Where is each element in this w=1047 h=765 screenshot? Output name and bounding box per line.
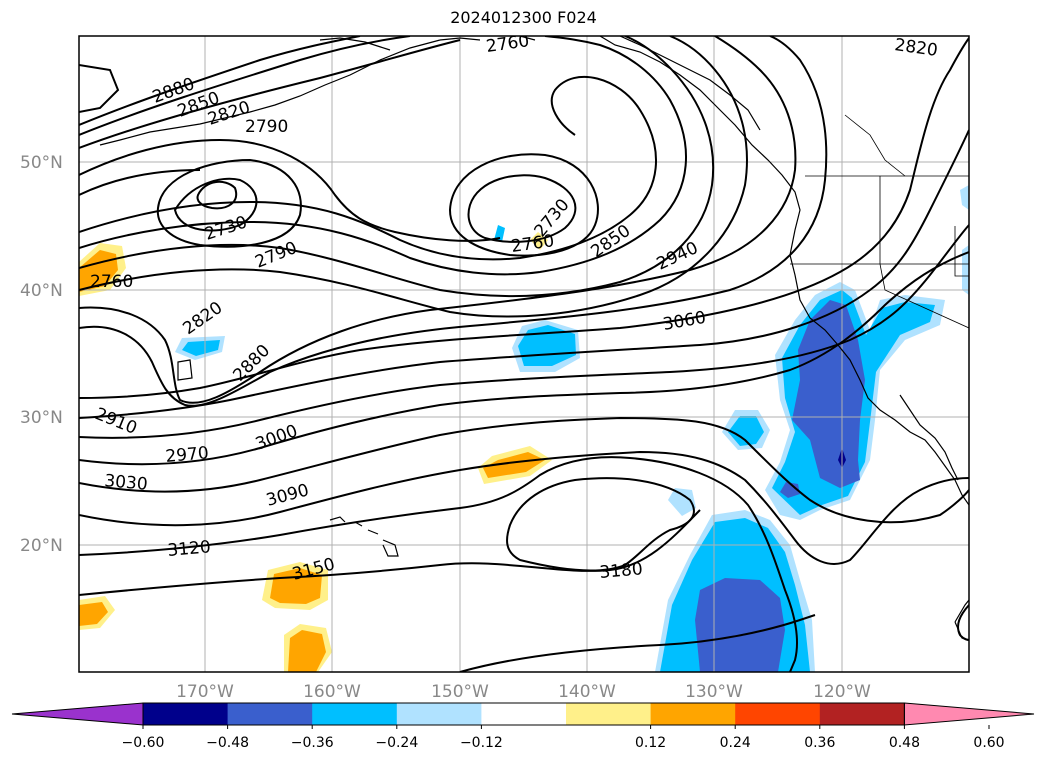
island-outline [177, 359, 193, 381]
contour-line [79, 64, 120, 113]
contour-label: 3180 [599, 559, 644, 583]
contour-line [79, 450, 969, 565]
colorbar-tick-label: −0.60 [122, 735, 165, 751]
contour-line [79, 36, 361, 126]
colorbar-tick-label: −0.24 [375, 735, 418, 751]
anomaly-orange-area [79, 602, 108, 626]
contour-line [448, 153, 599, 257]
contour-label: 3030 [104, 471, 149, 495]
contour-line [79, 416, 969, 524]
contour-line [79, 509, 701, 596]
latitude-label: 30°N [20, 408, 63, 428]
colorbar-tick-label: 0.48 [889, 735, 920, 751]
contour-line [79, 169, 201, 196]
colorbar-segment [566, 703, 652, 725]
map-frame [78, 35, 970, 673]
colorbar-segment [481, 703, 567, 725]
colorbar-segment [819, 703, 905, 725]
colorbar-tick-label: −0.48 [206, 735, 249, 751]
anomaly-dark-blue-area [695, 578, 785, 672]
colorbar-segment [312, 703, 398, 725]
colorbar-tick-label: 0.36 [804, 735, 835, 751]
contour-line [79, 36, 797, 404]
height-contours [79, 36, 969, 672]
contour-line [156, 158, 302, 248]
contour-line [79, 456, 798, 672]
colorbar-tick-label: 0.60 [973, 735, 1004, 751]
anomaly-light-blue-area [960, 185, 969, 210]
anomaly-orange-area [288, 630, 326, 672]
anomaly-dark-blue-area [792, 300, 865, 488]
colorbar-segment [227, 703, 313, 725]
contour-label: 2760 [90, 272, 133, 292]
longitude-axis: 170°W 160°W 150°W 140°W 130°W 120°W [176, 682, 871, 702]
colorbar-segment [396, 703, 482, 725]
latitude-label: 40°N [20, 281, 63, 301]
colorbar-extend-low [11, 702, 144, 726]
north-america-coastline [599, 36, 969, 506]
gridlines [79, 36, 969, 672]
longitude-label: 130°W [685, 682, 743, 702]
colorbar-outline [142, 702, 905, 726]
colorbar-segment [735, 703, 821, 725]
anomaly-yellow-area [530, 232, 548, 250]
contour-line [459, 614, 816, 672]
contour-line [79, 36, 687, 276]
contour-line [79, 75, 657, 261]
anomaly-orange-area [483, 452, 545, 478]
us-state-borders [790, 114, 969, 329]
contour-line [79, 39, 461, 149]
anomaly-blue-area [182, 340, 220, 356]
contour-line [79, 36, 828, 407]
contour-line [467, 174, 577, 243]
map-plot-area: 2880 2850 2820 2790 2760 2820 2730 2760 … [79, 31, 969, 672]
anomaly-light-blue-area [962, 245, 969, 295]
contour-label: 2970 [165, 443, 210, 467]
contour-line [506, 477, 695, 572]
longitude-label: 150°W [431, 682, 489, 702]
hawaii-islands [329, 516, 399, 557]
contour-line [79, 36, 748, 318]
anomaly-dark-blue-area [780, 482, 800, 498]
contour-line [79, 36, 411, 136]
latitude-label: 50°N [20, 153, 63, 173]
baja-coastline [899, 394, 959, 481]
longitude-label: 170°W [176, 682, 234, 702]
colorbar-segment [650, 703, 736, 725]
longitude-label: 120°W [813, 682, 871, 702]
colorbar-tick-label: −0.36 [291, 735, 334, 751]
contour-line [79, 129, 969, 419]
latitude-label: 20°N [20, 536, 63, 556]
anomaly-blue-area [728, 416, 764, 446]
contour-line [196, 180, 238, 210]
contour-line [957, 604, 969, 641]
contour-label: 2790 [245, 117, 288, 137]
colorbar-segment [143, 703, 229, 725]
longitude-label: 140°W [558, 682, 616, 702]
latitude-axis: 50°N 40°N 30°N 20°N [20, 153, 63, 556]
contour-line [79, 37, 969, 399]
colorbar: −0.60 −0.48 −0.36 −0.24 −0.12 0.12 0.24 0.36 0.4… [11, 702, 1035, 751]
contour-label: 2760 [485, 31, 531, 57]
contour-line [79, 224, 969, 439]
colorbar-tick-label: −0.12 [460, 735, 503, 751]
colorbar-tick-label: 0.24 [720, 735, 751, 751]
contour-line [79, 138, 501, 242]
colorbar-tick-label: 0.12 [635, 735, 666, 751]
contour-line [79, 251, 969, 466]
colorbar-extend-high [903, 702, 1035, 726]
longitude-label: 160°W [303, 682, 361, 702]
map-title: 2024012300 F024 [450, 8, 597, 27]
anomaly-light-blue-area [668, 488, 696, 516]
contour-label: 3120 [167, 537, 212, 561]
